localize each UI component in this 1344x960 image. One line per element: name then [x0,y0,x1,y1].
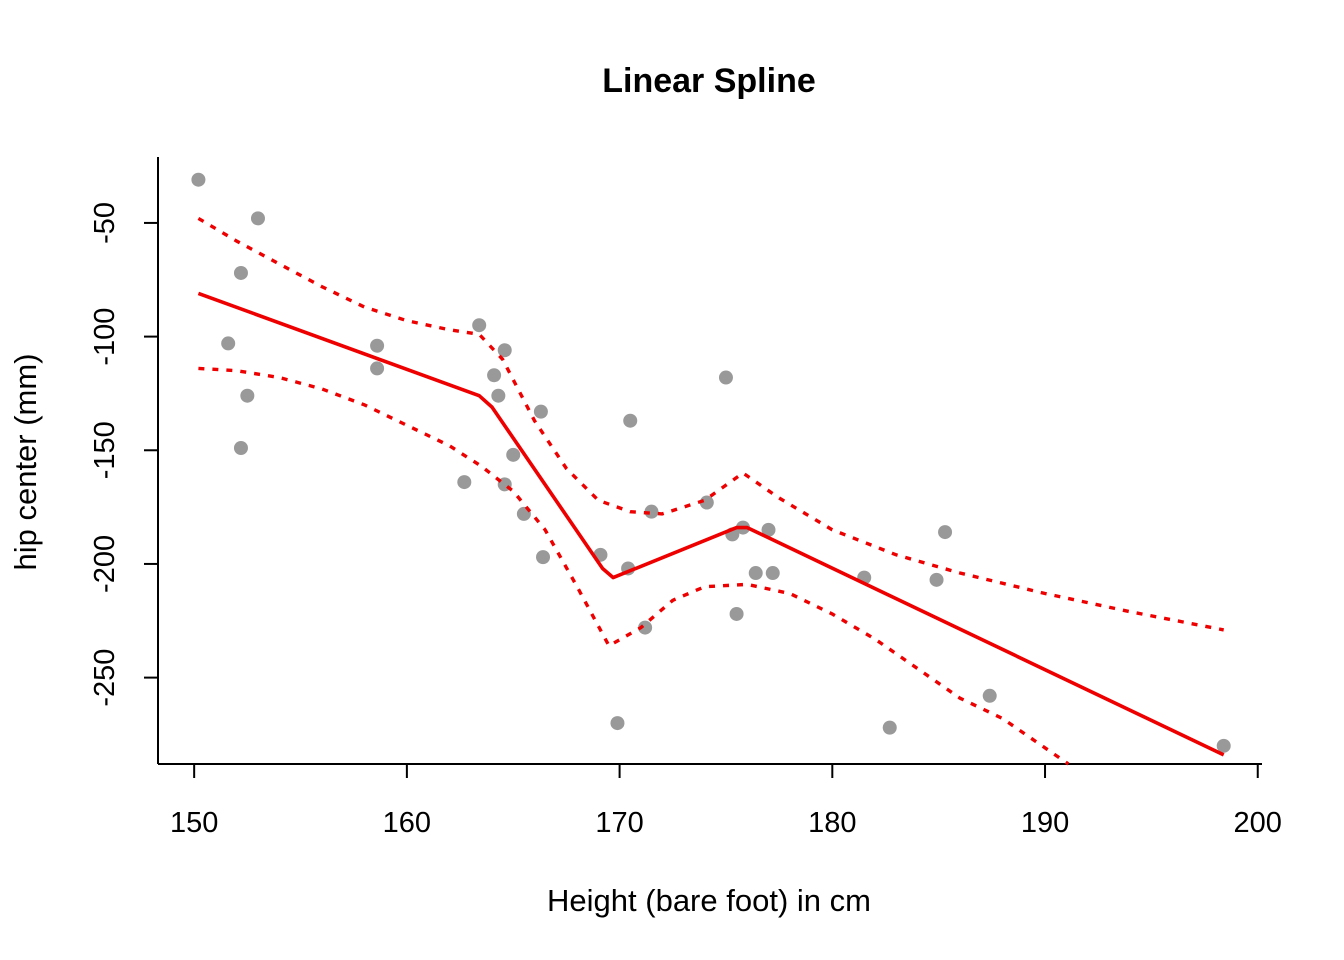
data-point [929,572,944,587]
y-tick-label: -50 [89,202,121,244]
data-point [487,368,502,383]
ci-upper-line [197,216,1225,632]
x-tick-label: 160 [383,807,431,839]
ci-lower-line [198,366,1070,766]
data-point [644,504,659,519]
y-axis-label: hip center (mm) [8,353,43,570]
fit-line [197,291,1225,757]
data-point [729,606,744,621]
y-tick-label: -150 [89,421,121,479]
x-tick-label: 170 [595,807,643,839]
data-point [472,318,487,333]
data-point [765,566,780,581]
data-point [370,361,385,376]
chart-title: Linear Spline [602,62,816,100]
data-point [533,404,548,419]
data-point [506,447,521,462]
data-point [233,440,248,455]
x-axis-label: Height (bare foot) in cm [547,883,871,918]
data-point [699,495,714,510]
data-point [638,620,653,635]
y-tick-label: -200 [89,535,121,593]
y-tick-label: -250 [89,649,121,707]
data-point [882,720,897,735]
x-tick-label: 200 [1234,807,1282,839]
data-point [982,688,997,703]
y-tick-label: -100 [89,308,121,366]
data-point [748,566,763,581]
data-point [233,265,248,280]
data-point [761,522,776,537]
x-tick-label: 190 [1021,807,1069,839]
data-point [240,388,255,403]
data-point [1216,738,1231,753]
data-point [221,336,236,351]
data-point [491,388,506,403]
data-point [536,550,551,565]
data-point [497,343,512,358]
data-point [938,525,953,540]
x-tick-label: 150 [170,807,218,839]
data-point [370,338,385,353]
data-point [718,370,733,385]
data-point [610,716,625,731]
data-point [623,413,638,428]
data-point [191,172,206,187]
data-point [457,475,472,490]
data-point [250,211,265,226]
plot-area: 150 160 170 180 190 200 -50 -100 -150 -200 -250 [89,157,1282,839]
x-tick-label: 180 [808,807,856,839]
